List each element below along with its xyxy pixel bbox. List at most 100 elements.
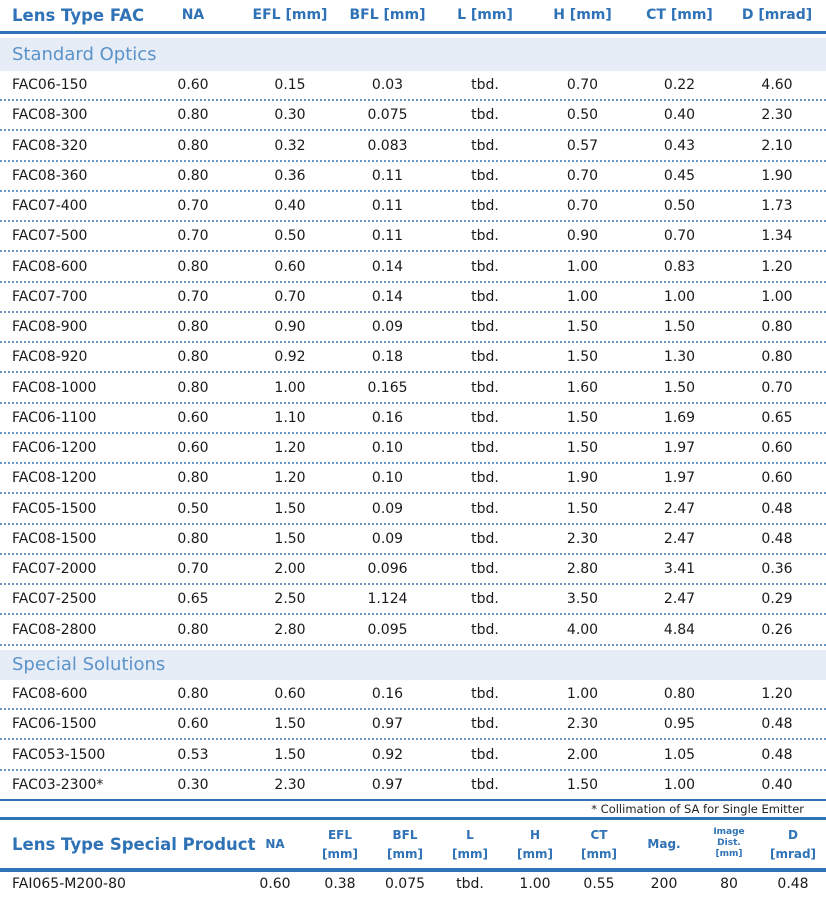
table-row: FAC08-600 0.80 0.60 0.14 tbd. 1.00 0.83 1.20 (0, 253, 826, 283)
cell-h: 4.00 (566, 622, 599, 638)
cell-l: tbd. (471, 107, 499, 123)
header-bfl: BFL [mm] (349, 7, 426, 23)
cell-efl: 0.60 (274, 259, 306, 275)
cell-h: 0.70 (566, 168, 599, 184)
cell-l: tbd. (471, 470, 499, 486)
sp-header-h-unit: [mm] (517, 847, 553, 861)
cell-d: 0.48 (761, 531, 793, 547)
cell-l: tbd. (471, 259, 499, 275)
cell-l: tbd. (471, 501, 499, 517)
cell-ct: 3.41 (663, 561, 696, 577)
cell-na: 0.80 (177, 259, 209, 275)
table-row: FAC08-600 0.80 0.60 0.16 tbd. 1.00 0.80 1.20 (0, 680, 826, 710)
cell-lens-type: FAC06-1200 (12, 440, 97, 456)
cell-l: tbd. (471, 410, 499, 426)
cell-lens-type: FAC07-500 (12, 228, 88, 244)
cell-efl: 0.60 (274, 686, 306, 702)
table-row: FAC06-1500 0.60 1.50 0.97 tbd. 2.30 0.95 0.48 (0, 710, 826, 740)
cell-lens-type: FAC06-1100 (12, 410, 97, 426)
cell-efl: 1.20 (274, 470, 306, 486)
cell-d: 0.29 (761, 591, 793, 607)
cell-l: tbd. (471, 716, 499, 732)
cell-l: tbd. (471, 747, 499, 763)
cell-h: 1.50 (566, 349, 599, 365)
cell-lens-type: FAC03-2300* (12, 777, 104, 793)
cell-l: tbd. (471, 440, 499, 456)
cell-l: tbd. (471, 380, 499, 396)
cell-na: 0.70 (177, 228, 209, 244)
cell-lens-type: FAC08-320 (12, 138, 88, 154)
cell-h: 1.50 (566, 777, 599, 793)
cell-h: 0.70 (566, 77, 599, 93)
cell-bfl: 0.09 (371, 531, 404, 547)
cell-bfl: 0.165 (367, 380, 408, 396)
cell-na: 0.80 (177, 138, 209, 154)
table-row: FAC08-1500 0.80 1.50 0.09 tbd. 2.30 2.47 0.48 (0, 525, 826, 555)
cell-lens-type: FAC06-1500 (12, 716, 97, 732)
cell-l: tbd. (471, 77, 499, 93)
header-efl: EFL [mm] (252, 7, 328, 23)
footnote: * Collimation of SA for Single Emitter (591, 802, 804, 816)
sp-header-bfl-unit: [mm] (387, 847, 423, 861)
cell-na: 0.80 (177, 622, 209, 638)
cell-efl: 1.00 (274, 380, 306, 396)
cell-bfl: 0.14 (371, 289, 404, 305)
cell-d: 1.20 (761, 259, 793, 275)
sp-header-efl-unit: [mm] (322, 847, 358, 861)
cell-efl: 0.70 (274, 289, 306, 305)
sp-cell-name: FAI065-M200-80 (12, 876, 126, 892)
header-lens-type-special: Lens Type Special Product (12, 835, 256, 854)
cell-na: 0.80 (177, 319, 209, 335)
header-l: L [mm] (457, 7, 513, 23)
cell-l: tbd. (471, 591, 499, 607)
cell-efl: 1.50 (274, 531, 306, 547)
cell-d: 1.90 (761, 168, 793, 184)
cell-l: tbd. (471, 319, 499, 335)
cell-ct: 4.84 (663, 622, 696, 638)
cell-na: 0.80 (177, 380, 209, 396)
cell-d: 4.60 (761, 77, 793, 93)
cell-h: 1.50 (566, 440, 599, 456)
cell-bfl: 0.16 (371, 686, 404, 702)
cell-ct: 1.50 (663, 319, 696, 335)
cell-na: 0.80 (177, 531, 209, 547)
cell-na: 0.60 (177, 440, 209, 456)
cell-lens-type: FAC08-1000 (12, 380, 97, 396)
special-product-row: FAI065-M200-80 0.60 0.38 0.075 tbd. 1.00… (0, 872, 826, 897)
cell-na: 0.60 (177, 410, 209, 426)
sp-header-ct-unit: [mm] (581, 847, 617, 861)
cell-ct: 2.47 (663, 591, 696, 607)
cell-d: 0.48 (761, 747, 793, 763)
cell-efl: 0.30 (274, 107, 306, 123)
cell-d: 0.60 (761, 470, 793, 486)
header-d: D [mrad] (741, 7, 813, 23)
table-row: FAC06-1200 0.60 1.20 0.10 tbd. 1.50 1.97 0.60 (0, 434, 826, 464)
cell-h: 2.80 (566, 561, 599, 577)
cell-bfl: 0.16 (371, 410, 404, 426)
cell-efl: 0.92 (274, 349, 306, 365)
cell-h: 1.00 (566, 259, 599, 275)
header-lens-type-fac: Lens Type FAC (12, 6, 145, 25)
sp-header-l-name: L (466, 828, 474, 842)
sp-header-ct: CT [mm] (569, 826, 629, 864)
cell-d: 1.73 (761, 198, 793, 214)
cell-efl: 1.50 (274, 747, 306, 763)
cell-efl: 1.10 (274, 410, 306, 426)
header-ct: CT [mm] (646, 7, 713, 23)
cell-na: 0.80 (177, 107, 209, 123)
sp-cell-ct: 0.55 (583, 876, 615, 892)
cell-ct: 0.45 (663, 168, 696, 184)
cell-ct: 1.30 (663, 349, 696, 365)
cell-l: tbd. (471, 686, 499, 702)
sp-header-h: H [mm] (505, 826, 565, 864)
sp-header-d: D [mrad] (763, 826, 823, 864)
cell-na: 0.60 (177, 716, 209, 732)
cell-ct: 0.50 (663, 198, 696, 214)
cell-na: 0.53 (177, 747, 209, 763)
table-row: FAC07-400 0.70 0.40 0.11 tbd. 0.70 0.50 1.73 (0, 192, 826, 222)
cell-l: tbd. (471, 777, 499, 793)
sp-header-bfl: BFL [mm] (375, 826, 435, 864)
sp-cell-image-dist: 80 (720, 876, 738, 892)
table-row: FAC05-1500 0.50 1.50 0.09 tbd. 1.50 2.47 0.48 (0, 495, 826, 525)
cell-ct: 1.00 (663, 777, 696, 793)
